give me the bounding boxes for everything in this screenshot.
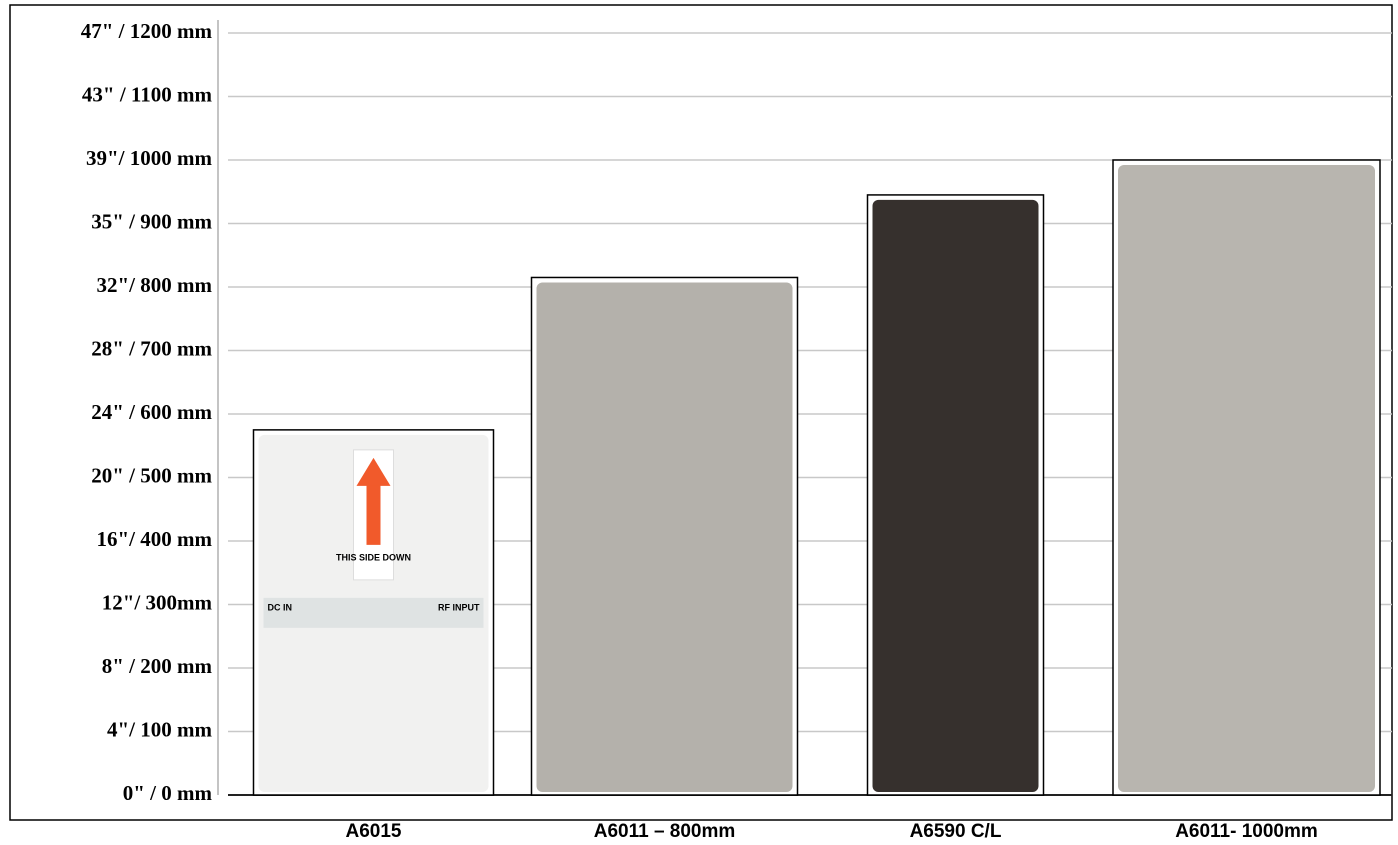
connector-strip: [263, 597, 484, 628]
y-tick-label: 0" / 0 mm: [123, 781, 213, 805]
antenna-panel: [536, 282, 793, 792]
antenna-panel: [1118, 165, 1375, 792]
y-tick-label: 35" / 900 mm: [91, 209, 212, 233]
annotation: RF INPUT: [438, 602, 480, 612]
y-tick-label: 24" / 600 mm: [91, 400, 212, 424]
y-tick-label: 28" / 700 mm: [91, 336, 212, 360]
y-tick-label: 4"/ 100 mm: [107, 717, 212, 741]
y-tick-label: 20" / 500 mm: [91, 463, 212, 487]
x-tick-label: A6590 C/L: [910, 821, 1002, 842]
antenna-panel: [872, 199, 1039, 793]
x-tick-label: A6011 – 800mm: [594, 821, 736, 842]
annotation: THIS SIDE DOWN: [336, 552, 411, 562]
y-tick-label: 32"/ 800 mm: [97, 273, 213, 297]
y-tick-label: 43" / 1100 mm: [82, 82, 213, 106]
y-tick-label: 16"/ 400 mm: [97, 527, 213, 551]
x-tick-label: A6015: [346, 821, 402, 842]
y-tick-label: 39"/ 1000 mm: [86, 146, 212, 170]
arrow-head: [356, 457, 391, 486]
x-tick-label: A6011- 1000mm: [1175, 821, 1318, 842]
annotation: DC IN: [268, 602, 293, 612]
y-tick-label: 12"/ 300mm: [102, 590, 213, 614]
y-tick-label: 47" / 1200 mm: [81, 19, 213, 43]
arrow-shaft: [366, 484, 381, 545]
y-tick-label: 8" / 200 mm: [102, 654, 213, 678]
